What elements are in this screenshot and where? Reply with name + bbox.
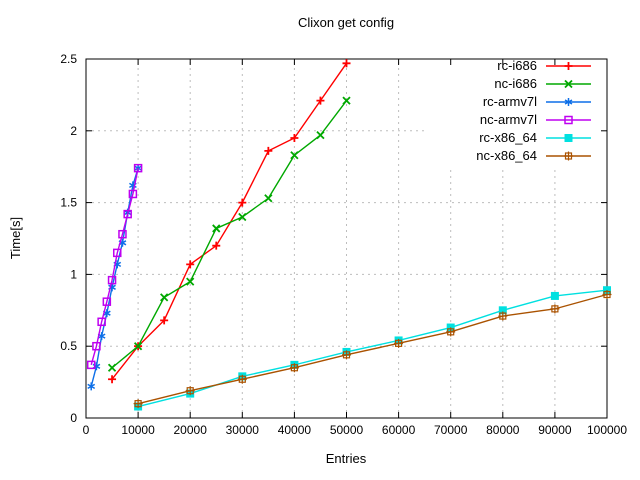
marker-open-square — [97, 317, 106, 327]
legend-entry-nc-x86_64: nc-x86_64 — [476, 148, 591, 163]
y-tick-label: 0 — [70, 411, 77, 425]
legend-label: nc-armv7l — [480, 112, 537, 127]
marker-plus — [316, 96, 325, 105]
marker-open-square — [123, 209, 132, 219]
x-tick-label: 100000 — [587, 423, 627, 437]
series-nc-x86_64 — [133, 290, 612, 409]
x-tick-label: 10000 — [121, 423, 155, 437]
legend-entry-rc-x86_64: rc-x86_64 — [479, 130, 591, 145]
marker-plus — [238, 198, 247, 207]
marker-cross — [212, 224, 221, 233]
marker-square-plus — [447, 328, 455, 336]
chart-title: Clixon get config — [298, 15, 394, 30]
marker-square-plus — [238, 375, 246, 383]
y-axis-label: Time[s] — [8, 217, 23, 259]
series-rc-i686 — [108, 59, 351, 384]
grid-layer — [86, 58, 607, 418]
series-line — [111, 62, 348, 380]
marker-open-square — [86, 360, 96, 370]
marker-plus — [186, 260, 195, 269]
marker-square-plus — [290, 364, 298, 372]
y-tick-label: 2 — [70, 124, 77, 138]
marker-plus — [108, 375, 117, 384]
marker-cross — [290, 151, 299, 160]
series-layer — [86, 59, 612, 411]
marker-square-plus — [499, 312, 507, 320]
legend: rc-i686 nc-i686 rc-armv7l nc-armv7l rc-x86_6… — [476, 58, 591, 163]
marker-open-square — [128, 189, 138, 199]
marker-square-plus — [395, 339, 403, 347]
marker-filled-square — [498, 306, 507, 315]
x-tick-label: 50000 — [330, 423, 364, 437]
x-tick-label: 80000 — [486, 423, 520, 437]
frame-layer — [85, 58, 608, 419]
marker-cross — [342, 96, 351, 105]
series-line — [137, 289, 608, 408]
series-line — [137, 293, 608, 405]
x-tick-label: 20000 — [174, 423, 208, 437]
marker-cross — [564, 79, 573, 89]
y-tick-label: 2.5 — [60, 52, 77, 66]
marker-cross — [186, 277, 195, 286]
series-nc-i686 — [107, 96, 351, 372]
marker-square-plus — [134, 400, 142, 408]
marker-square-plus — [186, 387, 194, 395]
marker-square-plus — [551, 305, 559, 313]
series-line — [90, 167, 139, 366]
legend-background — [426, 58, 605, 166]
x-axis-label: Entries — [326, 451, 367, 466]
marker-cross — [264, 194, 273, 203]
marker-plus — [264, 146, 273, 155]
marker-plus — [160, 316, 169, 325]
marker-cross — [133, 342, 143, 351]
legend-entry-nc-armv7l: nc-armv7l — [480, 112, 591, 127]
marker-open-square — [102, 297, 112, 306]
series-rc-x86_64 — [134, 286, 611, 411]
marker-open-square — [564, 115, 573, 125]
x-tick-label: 0 — [83, 423, 90, 437]
marker-plus — [212, 241, 221, 250]
marker-cross — [107, 363, 117, 372]
legend-entry-rc-i686: rc-i686 — [497, 58, 591, 73]
tick-label-layer: 0 10000 20000 30000 40000 50000 60000 70000 8000… — [60, 52, 627, 437]
marker-square-plus — [603, 290, 611, 299]
marker-filled-square — [550, 291, 559, 300]
marker-plus — [290, 133, 299, 142]
x-tick-label: 60000 — [382, 423, 416, 437]
marker-filled-square — [564, 134, 573, 142]
marker-asterisk — [564, 98, 573, 106]
legend-label: rc-x86_64 — [479, 130, 537, 145]
marker-open-square — [107, 275, 117, 285]
y-tick-label: 1.5 — [60, 196, 77, 210]
marker-cross — [316, 130, 325, 140]
y-tick-label: 0.5 — [60, 339, 77, 353]
legend-label: rc-armv7l — [483, 94, 537, 109]
marker-open-square — [92, 341, 101, 351]
legend-entry-nc-i686: nc-i686 — [494, 76, 591, 91]
marker-cross — [160, 293, 169, 302]
x-tick-label: 70000 — [434, 423, 468, 437]
legend-label: nc-x86_64 — [476, 148, 537, 163]
marker-plus — [342, 59, 351, 68]
x-tick-label: 30000 — [226, 423, 260, 437]
marker-asterisk — [87, 382, 96, 391]
x-tick-label: 40000 — [278, 423, 312, 437]
marker-open-square — [118, 229, 127, 239]
legend-label: nc-i686 — [494, 76, 537, 91]
marker-plus — [564, 62, 573, 70]
marker-square-plus — [342, 351, 351, 359]
marker-square-plus — [564, 152, 573, 160]
y-tick-label: 1 — [70, 267, 77, 281]
legend-entry-rc-armv7l: rc-armv7l — [483, 94, 591, 109]
series-line — [111, 100, 348, 369]
legend-label: rc-i686 — [497, 58, 537, 73]
marker-cross — [238, 212, 247, 222]
series-nc-armv7l — [86, 163, 143, 370]
x-tick-label: 90000 — [538, 423, 572, 437]
marker-open-square — [133, 163, 143, 173]
marker-open-square — [113, 248, 122, 258]
series-line — [90, 167, 139, 387]
